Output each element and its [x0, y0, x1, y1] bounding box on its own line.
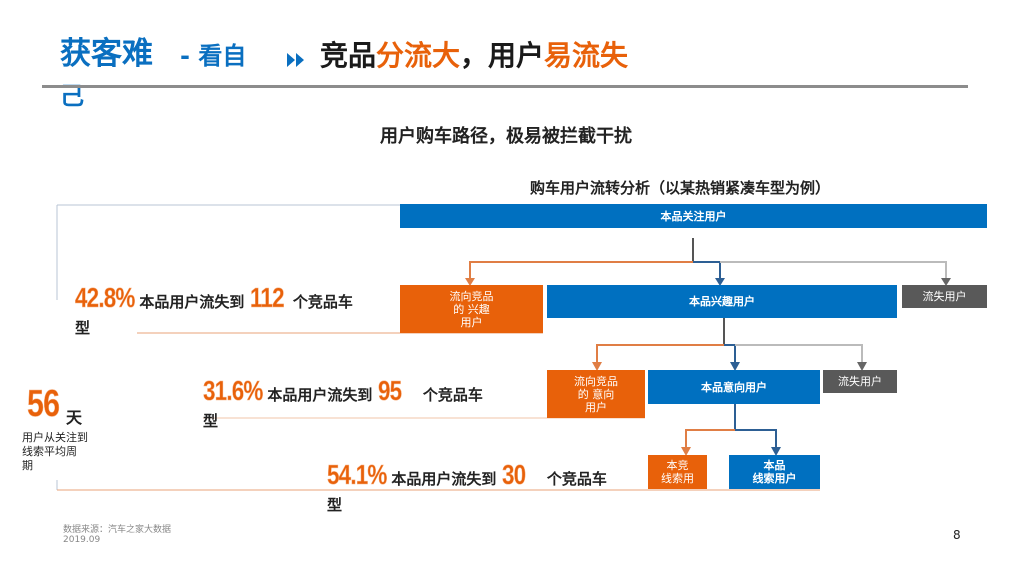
- arrow-icon: [592, 362, 602, 371]
- connector-line: [735, 429, 777, 449]
- cycle-unit: 天: [66, 408, 83, 427]
- stat-row-2: 31.6% 本品用户流失到 95 个竞品车 型: [203, 375, 533, 434]
- box-lost-users-2: 流失用户: [823, 370, 897, 393]
- stat-wrap: 型: [203, 412, 219, 430]
- stat-row-3: 54.1% 本品用户流失到 30 个竞品车 型: [327, 459, 657, 518]
- title-main: 获客难: [60, 36, 153, 72]
- stat-wrap: 型: [75, 319, 91, 337]
- stat-percent: 42.8%: [75, 282, 136, 313]
- stat-text: 本品用户流失到: [267, 386, 373, 404]
- footer-source: 数据来源：汽车之家大数据: [63, 525, 172, 535]
- stat-wrap: 型: [327, 496, 343, 514]
- arrow-icon: [465, 278, 475, 286]
- double-chevron-right-icon: [287, 53, 304, 67]
- stat-text: 本品用户流失到: [139, 293, 245, 311]
- cycle-label: 用户从关注到 线索平均周 期: [22, 431, 88, 472]
- box-competitor-intent: 流向竞品 的 意向 用户: [547, 370, 645, 418]
- stat-percent: 54.1%: [327, 459, 388, 490]
- arrow-icon: [730, 362, 740, 371]
- stat-suffix: 个竞品车: [546, 470, 607, 488]
- arrow-icon: [681, 447, 691, 456]
- stat-suffix: 个竞品车: [292, 293, 353, 311]
- box-competitor-interest: 流向竞品 的 兴趣 用户: [400, 285, 543, 333]
- connector-line: [469, 261, 693, 280]
- box-lost-users-1: 流失用户: [902, 285, 987, 308]
- flow-title: 购车用户流转分析（以某热销紧凑车型为例）: [530, 179, 831, 197]
- connector-line: [720, 261, 947, 280]
- arrow-icon: [941, 278, 951, 286]
- box-intent-users: 本品意向用户: [648, 370, 820, 404]
- stat-count: 30: [501, 459, 526, 490]
- connector-line: [724, 344, 736, 364]
- stat-count: 112: [249, 282, 284, 313]
- stat-count: 95: [377, 375, 402, 406]
- footer-date: 2019.09: [63, 535, 101, 545]
- connector-line: [693, 261, 721, 280]
- arrow-icon: [771, 447, 781, 456]
- connector-line: [685, 429, 735, 449]
- headline-part: ，用户: [460, 39, 545, 72]
- subtitle: 用户购车路径，极易被拦截干扰: [380, 126, 632, 147]
- connector-line: [596, 344, 724, 364]
- stat-suffix: 个竞品车: [422, 386, 483, 404]
- box-follow-users: 本品关注用户: [400, 204, 987, 228]
- timeline-line: [56, 204, 400, 490]
- headline-part: 竞品: [320, 39, 377, 72]
- stat-percent: 31.6%: [203, 375, 264, 406]
- page-number: 8: [953, 528, 961, 542]
- header-divider: [42, 85, 968, 88]
- title-sub: - 看自: [180, 42, 247, 70]
- headline-part: 易流失: [544, 39, 629, 72]
- headline: 竞品分流大，用户易流失: [320, 34, 628, 74]
- arrow-icon: [857, 362, 867, 371]
- box-interest-users: 本品兴趣用户: [547, 285, 897, 318]
- box-competitor-leads: 本竞 线索用: [648, 455, 707, 489]
- connector-line: [735, 344, 863, 364]
- arrow-icon: [715, 278, 725, 286]
- headline-part: 分流大: [376, 39, 461, 72]
- box-lead-users: 本品 线索用户: [729, 455, 820, 489]
- cycle-value: 56: [27, 383, 60, 426]
- stat-row-1: 42.8% 本品用户流失到 112 个竞品车 型: [75, 282, 405, 341]
- stat-text: 本品用户流失到: [391, 470, 497, 488]
